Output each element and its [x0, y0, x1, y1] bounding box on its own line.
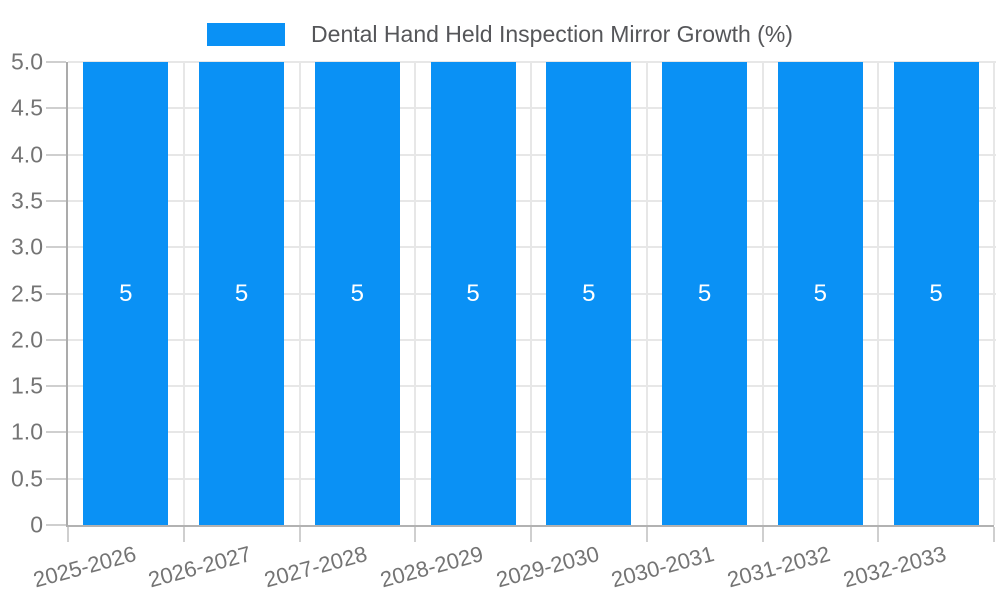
- x-axis-label: 2030-2031: [608, 541, 718, 593]
- x-axis-tick: [530, 527, 532, 542]
- y-axis-tick: [46, 338, 66, 341]
- bar: 5: [546, 62, 632, 525]
- x-axis-label: 2027-2028: [261, 541, 370, 593]
- gridline-horizontal: [68, 431, 996, 434]
- y-axis-tick: [46, 292, 66, 295]
- gridline-vertical: [530, 62, 532, 525]
- gridline-vertical: [993, 62, 995, 525]
- y-axis-label: 3.5: [11, 187, 43, 214]
- y-axis-label: 0.5: [11, 465, 43, 492]
- bar: 5: [314, 62, 400, 525]
- gridline-vertical: [182, 62, 185, 525]
- legend-swatch: [207, 22, 286, 46]
- gridline-horizontal: [68, 292, 996, 295]
- y-axis-tick: [46, 153, 66, 156]
- bar-value-label: 5: [119, 279, 133, 307]
- y-axis-tick: [46, 61, 66, 63]
- y-axis-label: 4.0: [11, 141, 43, 168]
- bar-value-label: 5: [697, 279, 712, 307]
- gridline-horizontal: [68, 246, 996, 249]
- y-axis-tick: [46, 524, 66, 526]
- y-axis-tick: [46, 385, 66, 388]
- y-axis-tick: [46, 431, 66, 434]
- bar: 5: [199, 62, 285, 525]
- y-axis-label: 4.5: [11, 94, 43, 121]
- y-axis-label: 1.5: [11, 372, 43, 399]
- x-axis-tick: [414, 527, 417, 542]
- y-axis-label: 2.0: [11, 326, 43, 353]
- bar: 5: [430, 62, 516, 525]
- gridline-horizontal: [68, 153, 996, 156]
- y-axis-label: 3.0: [11, 233, 43, 260]
- x-axis-label: 2025-2026: [30, 541, 139, 593]
- legend[interactable]: Dental Hand Held Inspection Mirror Growt…: [0, 20, 1000, 48]
- x-axis-tick: [993, 527, 995, 542]
- x-axis-label: 2031-2032: [724, 541, 833, 593]
- x-axis-tick: [67, 527, 69, 542]
- x-axis-tick: [645, 527, 648, 542]
- y-axis-label: 2.5: [11, 280, 43, 306]
- gridline-vertical: [877, 62, 880, 525]
- bar: 5: [662, 62, 748, 525]
- gridline-horizontal: [68, 199, 996, 202]
- y-axis-label: 1.0: [11, 418, 43, 445]
- bar-value-label: 5: [466, 279, 480, 307]
- y-axis-tick: [46, 246, 66, 249]
- y-axis-tick: [46, 199, 66, 202]
- x-axis-label: 2029-2030: [493, 541, 602, 593]
- x-axis: 2025-2026 2026-2027 2027-2028 2028-2029 2029…: [30, 527, 995, 600]
- legend-label: Dental Hand Held Inspection Mirror Growt…: [311, 20, 793, 47]
- bar-value-label: 5: [929, 279, 943, 307]
- gridline-vertical: [414, 62, 417, 525]
- gridline-vertical: [645, 62, 648, 525]
- gridline-vertical: [761, 62, 764, 525]
- y-axis-tick: [46, 477, 66, 480]
- x-axis-label: 2028-2029: [377, 541, 486, 593]
- plot-area: 5 5 5 5 5 5 5 5: [66, 61, 996, 527]
- gridline-vertical: [298, 62, 301, 525]
- gridline-horizontal: [68, 61, 996, 63]
- gridline-horizontal: [68, 385, 996, 388]
- x-axis-tick: [182, 527, 185, 542]
- y-axis-tick: [46, 107, 66, 110]
- x-axis-tick: [298, 527, 301, 542]
- y-axis-label: 5.0: [11, 48, 43, 75]
- bar-value-label: 5: [582, 279, 596, 307]
- y-axis-label: 0: [30, 511, 43, 538]
- gridline-horizontal: [68, 107, 996, 110]
- bar-value-label: 5: [813, 279, 828, 307]
- bar: 5: [83, 62, 169, 525]
- y-axis: 5.0 4.5 4.0 3.5 3.0 2.5 2.0 1.5 1.0 0.5 0: [0, 49, 66, 538]
- bar: 5: [893, 62, 979, 525]
- bar-value-label: 5: [234, 279, 249, 307]
- gridline-horizontal: [68, 338, 996, 341]
- x-axis-tick: [761, 527, 764, 542]
- bar-value-label: 5: [350, 279, 365, 307]
- x-axis-label: 2032-2033: [840, 541, 949, 593]
- gridline-horizontal: [68, 477, 996, 480]
- bar: 5: [777, 62, 863, 525]
- x-axis-tick: [877, 527, 880, 542]
- x-axis-label: 2026-2027: [145, 541, 255, 593]
